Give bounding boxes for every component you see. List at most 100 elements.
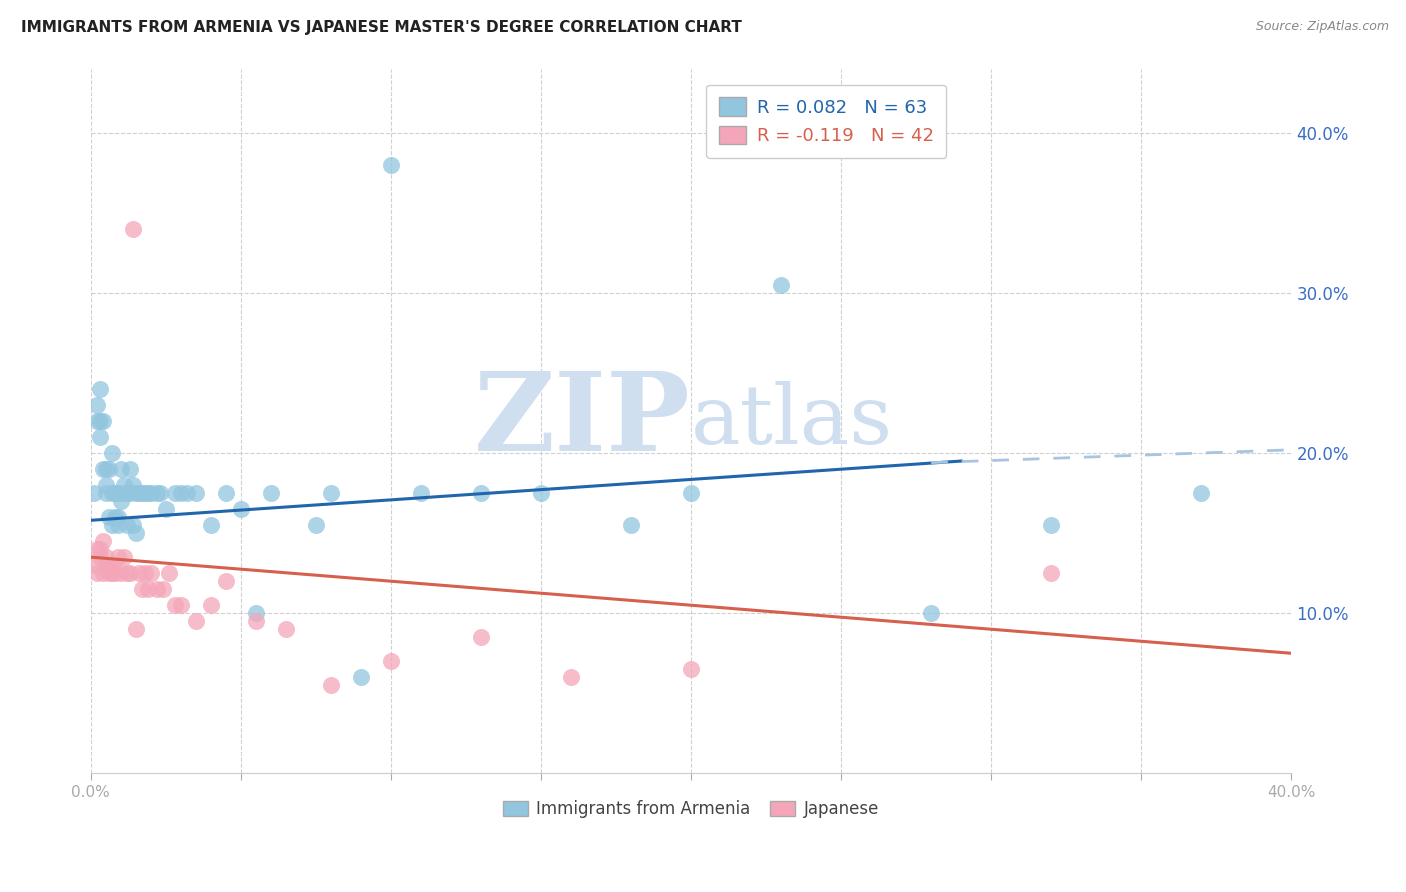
Point [89,550,111,565]
Point [100,566,122,581]
Point [112,486,135,500]
Point [110,494,132,508]
Point [131,486,153,500]
Point [94,486,117,500]
Point [94,550,117,565]
Point [91,414,114,428]
Point [107,518,129,533]
Point [104,486,127,500]
Point [215,574,238,589]
Point [97,462,120,476]
Point [1040,566,1063,581]
Point [920,606,942,620]
Point [170,486,193,500]
Point [118,486,141,500]
Point [131,582,153,597]
Point [679,486,702,500]
Point [380,654,402,668]
Point [100,518,122,533]
Point [679,662,702,676]
Point [530,486,553,500]
Point [136,486,159,500]
Point [91,462,114,476]
Point [139,566,162,581]
Point [170,598,193,612]
Point [83,486,105,500]
Point [200,598,222,612]
Point [1189,486,1212,500]
Text: Source: ZipAtlas.com: Source: ZipAtlas.com [1256,20,1389,33]
Point [121,221,143,235]
Point [107,486,129,500]
Point [770,277,793,292]
Point [86,414,108,428]
Point [215,486,238,500]
Point [104,566,127,581]
Point [91,534,114,549]
Point [245,606,267,620]
Point [94,462,117,476]
Point [350,670,373,684]
Point [110,462,132,476]
Point [560,670,582,684]
Point [470,630,492,644]
Point [319,678,342,692]
Point [260,486,283,500]
Point [128,486,150,500]
Point [124,622,146,636]
Point [134,566,156,581]
Text: atlas: atlas [690,381,893,461]
Point [620,518,643,533]
Point [155,502,177,516]
Point [139,486,162,500]
Point [152,582,174,597]
Point [107,550,129,565]
Point [1040,518,1063,533]
Point [115,486,138,500]
Point [115,566,138,581]
Point [319,486,342,500]
Point [136,582,159,597]
Point [89,430,111,444]
Point [121,518,143,533]
Point [112,478,135,492]
Point [94,558,117,573]
Point [86,542,108,557]
Point [145,486,167,500]
Point [163,598,186,612]
Point [112,550,135,565]
Point [149,486,172,500]
Point [97,558,120,573]
Point [86,566,108,581]
Point [83,558,105,573]
Point [409,486,432,500]
Point [110,566,132,581]
Point [380,158,402,172]
Point [100,558,122,573]
Point [245,614,267,628]
Point [184,486,207,500]
Point [89,542,111,557]
Point [89,414,111,428]
Point [176,486,198,500]
Point [128,566,150,581]
Point [145,582,167,597]
Point [229,502,252,516]
Point [97,510,120,524]
Point [121,478,143,492]
Legend: Immigrants from Armenia, Japanese: Immigrants from Armenia, Japanese [496,794,886,825]
Point [107,510,129,524]
Point [200,518,222,533]
Point [118,462,141,476]
Point [184,614,207,628]
Point [86,398,108,412]
Point [163,486,186,500]
Point [104,510,127,524]
Point [134,486,156,500]
Point [94,478,117,492]
Point [100,486,122,500]
Point [118,566,141,581]
Point [97,566,120,581]
Point [91,566,114,581]
Point [89,382,111,396]
